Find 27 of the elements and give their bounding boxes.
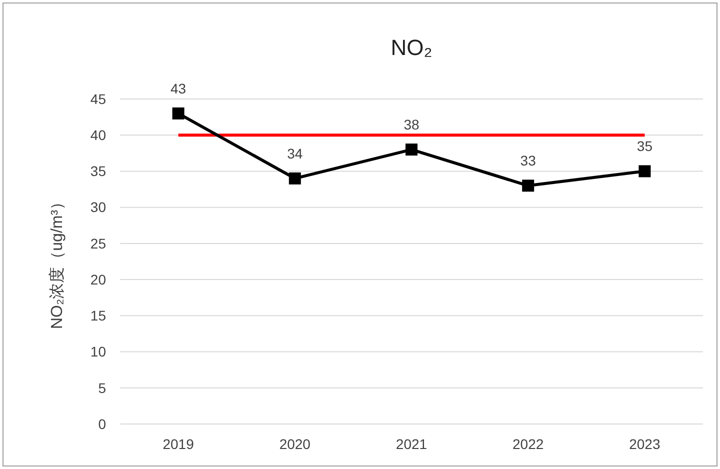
y-tick-label: 25 [90,235,106,252]
y-tick-label: 10 [90,344,106,360]
y-tick-label: 0 [98,416,106,432]
point [406,144,418,156]
y-tick-label: 20 [90,271,106,288]
y-tick-label: 5 [98,380,106,396]
data-label: 33 [520,152,536,169]
data-label: 35 [636,138,653,154]
point [638,165,651,178]
data-label: 43 [170,80,186,96]
data-label: 34 [287,145,303,162]
point [522,180,534,192]
x-tick-label: 2019 [162,436,194,452]
y-tick-label: 40 [90,127,106,144]
x-tick-label: 2020 [279,436,311,452]
y-tick-label: 30 [90,199,106,216]
y-axis-title: NO₂浓度（ug/m³） [48,194,66,330]
x-tick-label: 2021 [396,436,428,452]
y-tick-label: 35 [90,163,106,180]
x-tick-label: 2022 [512,436,544,452]
chart-title: NO₂ [390,35,432,60]
y-tick-label: 15 [90,308,106,324]
y-tick-label: 45 [90,90,106,107]
x-tick-label: 2023 [629,436,660,452]
point [172,107,184,120]
point [288,172,301,184]
data-label: 38 [404,116,420,133]
